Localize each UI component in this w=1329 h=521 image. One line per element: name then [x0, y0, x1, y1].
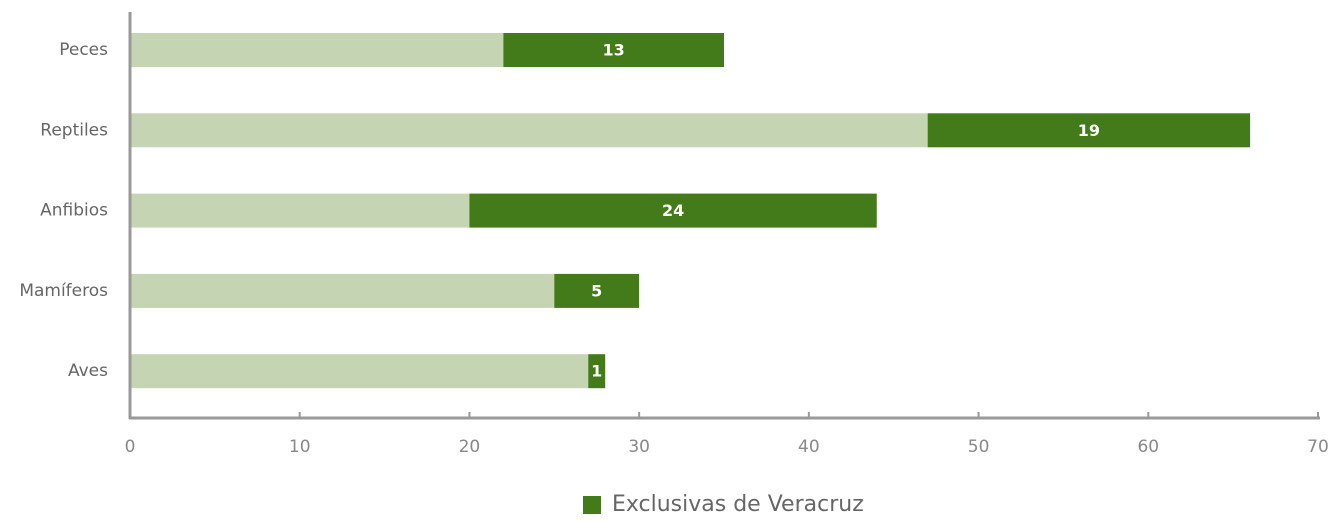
legend-swatch	[583, 496, 601, 514]
bar-segment	[503, 33, 724, 67]
x-tick-label: 20	[459, 437, 481, 457]
legend-label: Exclusivas de Veracruz	[612, 492, 864, 517]
bar-segment	[130, 354, 589, 389]
value-label: 5	[591, 281, 602, 300]
bar-segment	[130, 273, 555, 308]
bar-segment	[130, 193, 470, 228]
x-tick-label: 30	[628, 437, 650, 457]
bar-segment	[554, 273, 640, 308]
x-tick-label: 50	[968, 437, 990, 457]
y-tick-label: Anfibios	[40, 201, 108, 221]
value-label: 24	[662, 201, 684, 220]
y-tick-label: Mamíferos	[19, 281, 108, 301]
bar-segment	[130, 33, 504, 67]
bar-segment	[927, 113, 1251, 148]
x-tick-label: 60	[1137, 437, 1159, 457]
y-tick-label: Reptiles	[40, 120, 108, 140]
bar-segment	[130, 113, 928, 148]
y-tick-label: Aves	[68, 361, 108, 381]
value-label: 19	[1078, 121, 1100, 140]
x-tick-label: 10	[289, 437, 311, 457]
y-tick-label: Peces	[59, 40, 108, 60]
value-label: 1	[591, 362, 602, 381]
x-tick-label: 0	[125, 437, 136, 457]
x-tick-label: 70	[1307, 437, 1329, 457]
value-label: 13	[603, 41, 625, 60]
bar-segment	[588, 354, 606, 389]
bar-segment	[469, 193, 877, 228]
x-tick-label: 40	[798, 437, 820, 457]
